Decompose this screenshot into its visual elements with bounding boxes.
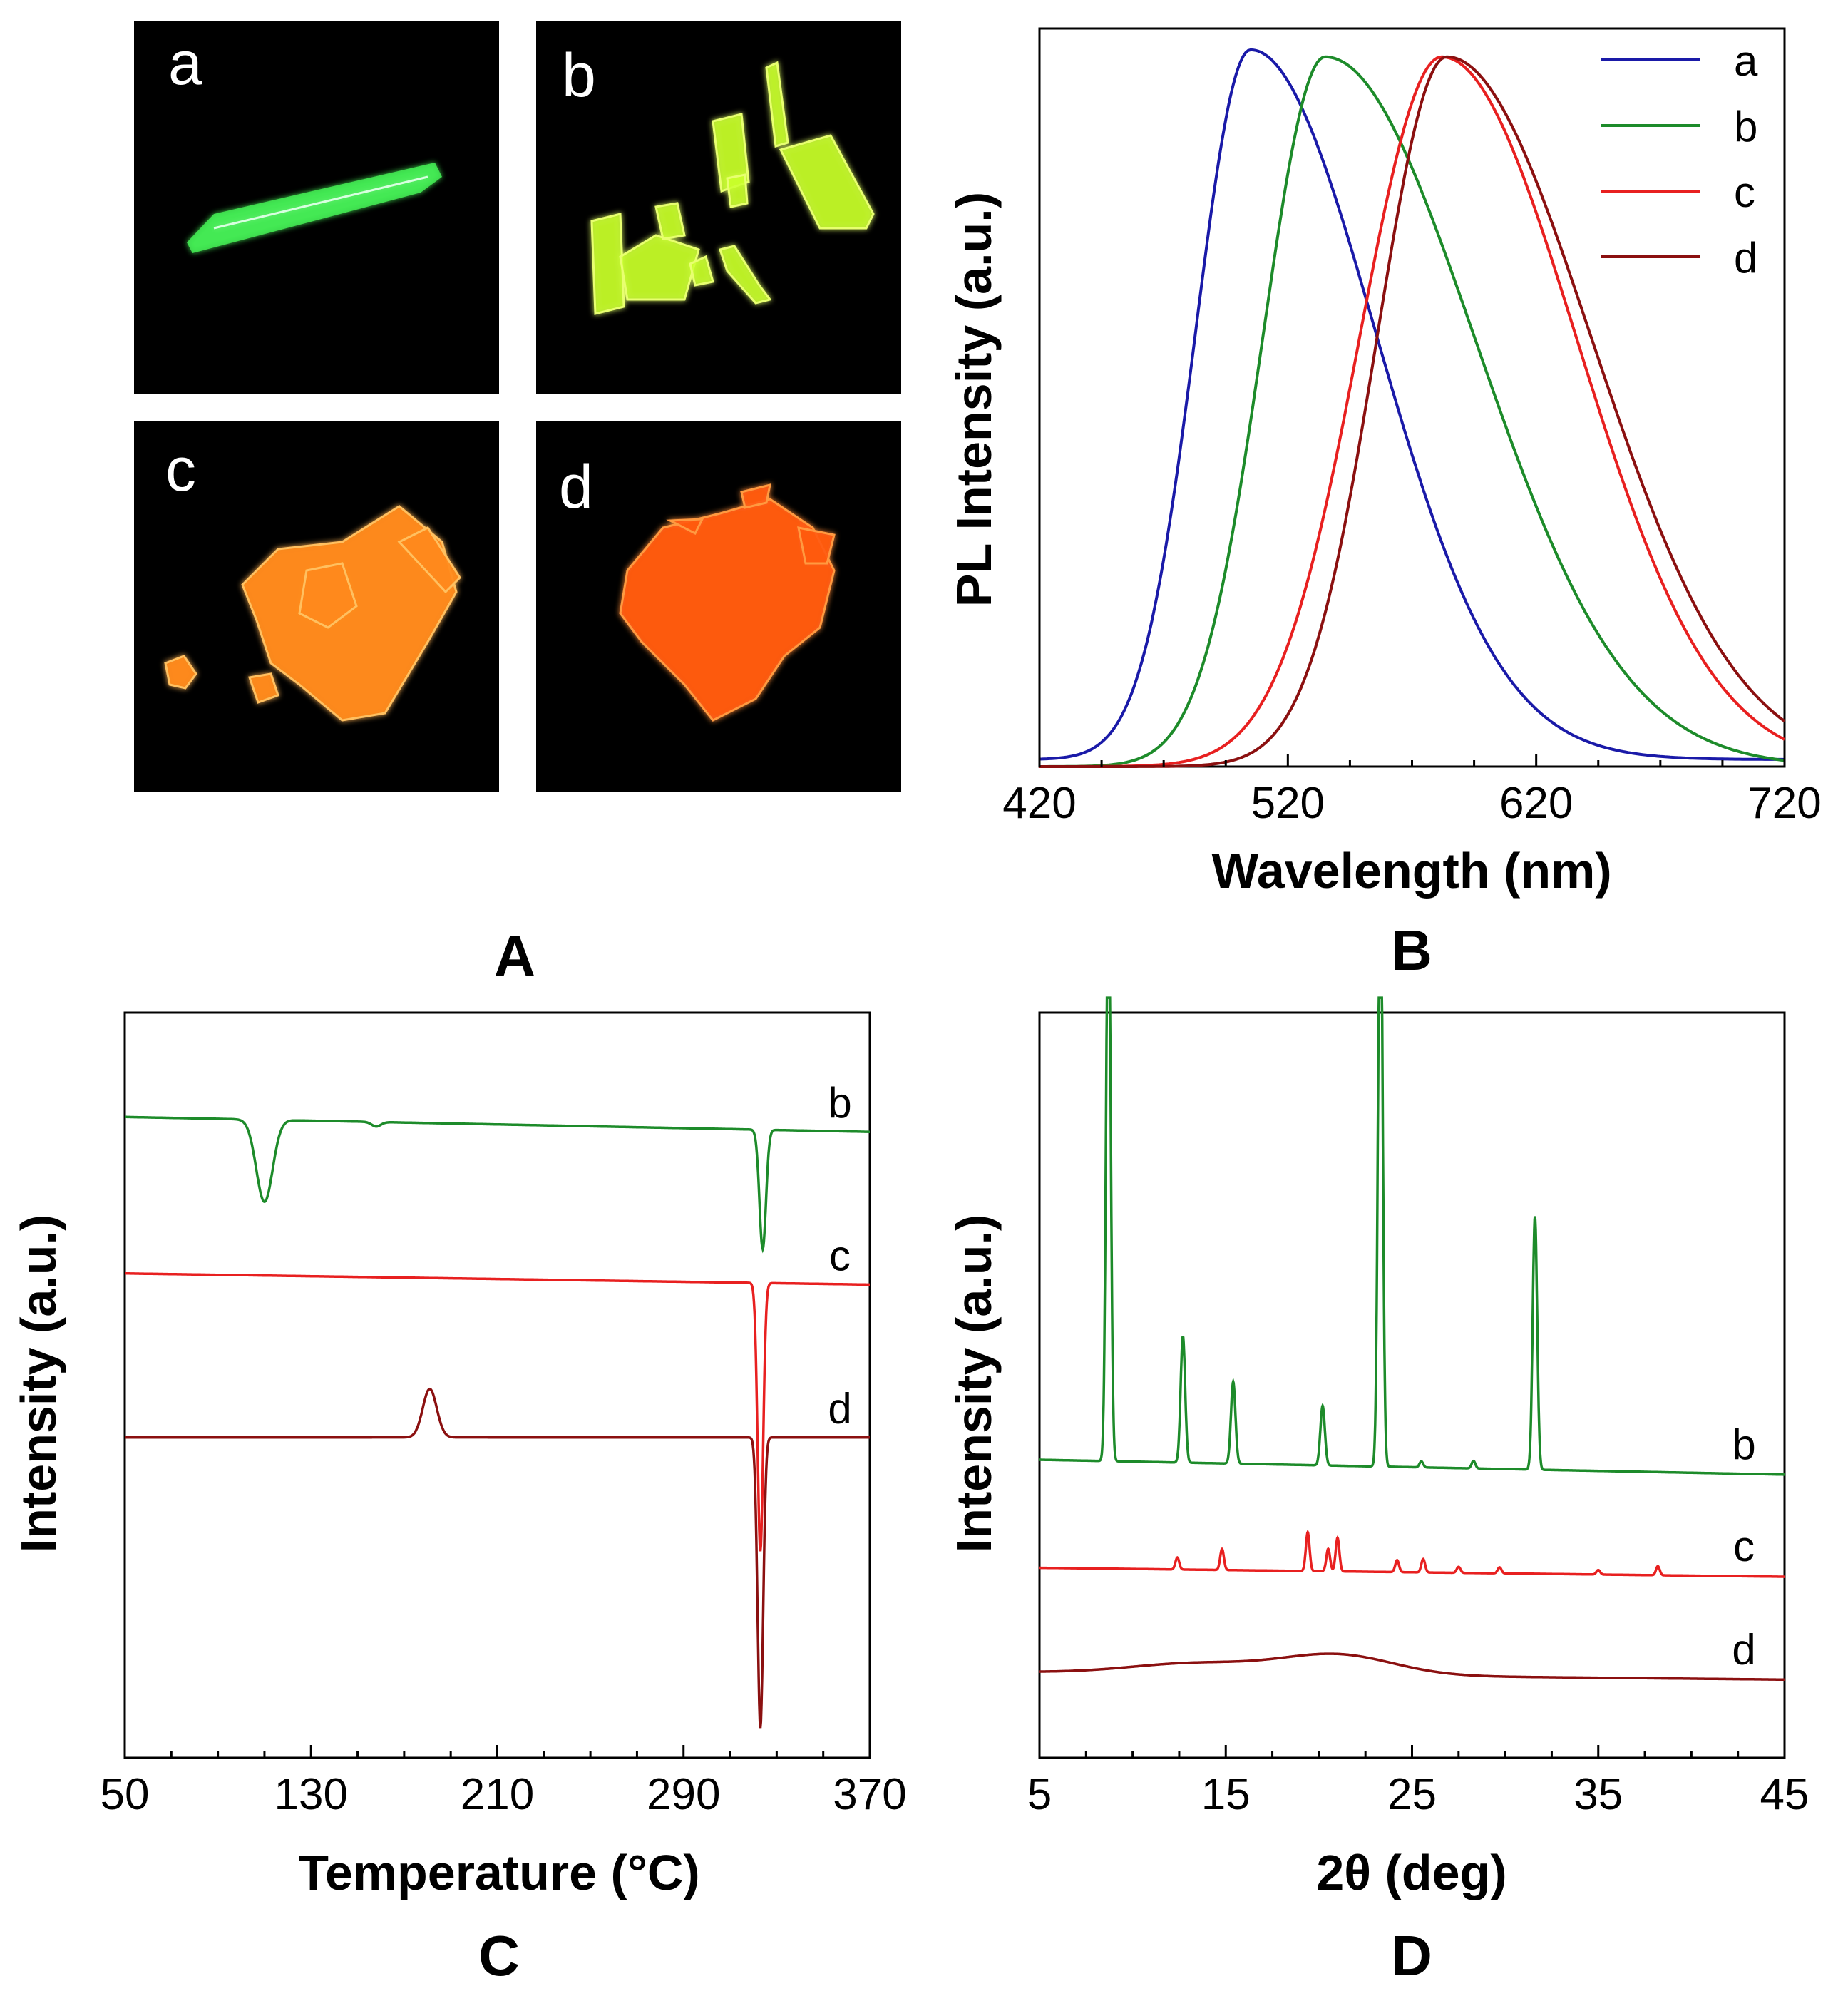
- chart-d: 5 15 25 35 45 b c d 2θ (deg) Intensity (a.u.): [946, 996, 1809, 1900]
- series-b-line: [125, 1115, 870, 1254]
- chart-d-series-labels: b c d: [1732, 1421, 1755, 1673]
- chart-d-xlabel: 2θ (deg): [1316, 1845, 1506, 1900]
- x-tick-label: 5: [1027, 1770, 1052, 1819]
- series-b-line: [1040, 55, 1785, 768]
- chart-d-frame: [1038, 1011, 1786, 1759]
- chart-b-ylabel: PL Intensity (a.u.): [946, 192, 1002, 607]
- series-d-line: [1040, 55, 1786, 768]
- chart-b-series: [1039, 48, 1786, 768]
- legend-label-c: c: [1734, 168, 1755, 216]
- x-tick-label: 720: [1747, 779, 1821, 828]
- chart-b-ticks: 420 520 620 720: [1002, 754, 1822, 828]
- photo-b: b: [536, 21, 901, 394]
- chart-c-ylabel: Intensity (a.u.): [11, 1214, 66, 1552]
- x-tick-label: 45: [1760, 1770, 1809, 1819]
- series-c-line: [125, 1272, 870, 1552]
- photo-letter-a: a: [168, 29, 202, 98]
- x-tick-label: 620: [1499, 779, 1573, 828]
- chart-b-xlabel: Wavelength (nm): [1211, 843, 1611, 899]
- series-label-b: b: [1732, 1421, 1755, 1468]
- crystal-b: [590, 61, 875, 315]
- series-label-d: d: [828, 1385, 851, 1433]
- series-d-line: [1040, 1652, 1785, 1682]
- series-c-line: [1040, 55, 1785, 768]
- chart-c-xlabel: Temperature (°C): [298, 1845, 699, 1900]
- crystal-d: [619, 483, 836, 722]
- photo-c: c: [134, 421, 499, 792]
- series-a-line: [1039, 48, 1785, 761]
- photo-letter-c: c: [165, 436, 196, 504]
- panel-label-a: A: [494, 924, 535, 988]
- crystal-c: [164, 505, 461, 722]
- panel-label-d: D: [1391, 1924, 1432, 1987]
- chart-c-ticks: 50 130 210 290 370: [101, 1745, 907, 1819]
- chart-d-ylabel: Intensity (a.u.): [946, 1214, 1002, 1552]
- photo-letter-d: d: [559, 453, 593, 521]
- series-label-c: c: [1733, 1522, 1755, 1570]
- x-tick-label: 35: [1574, 1770, 1623, 1819]
- chart-d-ticks: 5 15 25 35 45: [1027, 1745, 1809, 1819]
- x-tick-label: 370: [833, 1770, 906, 1819]
- series-label-c: c: [829, 1232, 851, 1279]
- series-b-line: [1040, 996, 1785, 1476]
- legend-label-a: a: [1734, 37, 1758, 85]
- x-tick-label: 420: [1002, 779, 1076, 828]
- x-tick-label: 50: [101, 1770, 150, 1819]
- photo-d: d: [536, 421, 901, 792]
- x-tick-label: 130: [274, 1770, 348, 1819]
- x-tick-label: 25: [1387, 1770, 1437, 1819]
- series-label-d: d: [1732, 1625, 1755, 1673]
- chart-c: 50 130 210 290 370 b c d Temperature (°C) Inte…: [11, 1011, 907, 1900]
- chart-c-series: [125, 1115, 870, 1729]
- chart-d-series: [1040, 996, 1785, 1682]
- legend-label-d: d: [1734, 234, 1757, 282]
- x-tick-label: 210: [461, 1770, 534, 1819]
- panel-label-c: C: [478, 1924, 520, 1987]
- crystal-a: [187, 163, 442, 253]
- x-tick-label: 520: [1251, 779, 1325, 828]
- chart-c-series-labels: b c d: [828, 1079, 851, 1432]
- x-tick-label: 290: [647, 1770, 720, 1819]
- panel-label-b: B: [1391, 918, 1432, 982]
- series-d-line: [125, 1387, 870, 1729]
- panel-a-photos: a b: [134, 21, 901, 792]
- photo-a: a: [134, 21, 499, 394]
- series-label-b: b: [828, 1079, 851, 1127]
- photo-letter-b: b: [562, 41, 596, 110]
- legend-label-b: b: [1734, 103, 1757, 150]
- x-tick-label: 15: [1201, 1770, 1251, 1819]
- series-c-line: [1040, 1529, 1785, 1578]
